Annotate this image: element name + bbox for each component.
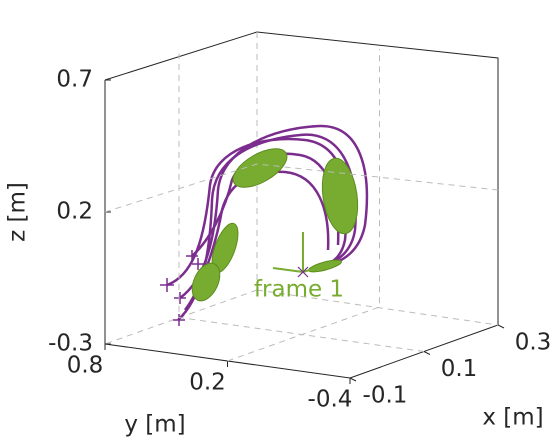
- ellipsoid: [232, 148, 288, 188]
- frame-origin: [297, 266, 309, 278]
- zticks-label: 0.7: [56, 67, 93, 93]
- zticks-label: 0.2: [56, 199, 93, 225]
- xticks-label: 0.3: [515, 330, 552, 356]
- ellipsoid: [321, 157, 359, 235]
- frame-axis: [302, 263, 331, 273]
- z-label: z [m]: [5, 182, 31, 242]
- grid-line: [178, 53, 425, 352]
- yticks-label: 0.2: [189, 370, 226, 396]
- yticks-label: -0.4: [308, 387, 353, 413]
- annotation: frame 1: [254, 277, 344, 303]
- box-edge: [104, 31, 499, 325]
- grid-line: [104, 163, 499, 213]
- zticks-label: -0.3: [48, 331, 93, 357]
- xticks-label: 0.1: [441, 356, 478, 382]
- tick-mark: [497, 324, 505, 329]
- y-label: y [m]: [124, 412, 185, 438]
- start-markers: [160, 250, 204, 326]
- marker: [160, 250, 204, 326]
- trajectory: [179, 124, 369, 300]
- x-label: x [m]: [482, 405, 543, 431]
- frame: [272, 232, 331, 278]
- tick-mark: [423, 351, 431, 355]
- trajectory: [166, 137, 348, 287]
- grid-line: [227, 49, 380, 362]
- axes-box: [104, 31, 499, 379]
- tick-mark: [349, 377, 357, 382]
- xticks-label: -0.1: [363, 383, 408, 409]
- yticks-label: 0.8: [67, 353, 104, 379]
- frame-axis: [272, 267, 304, 273]
- ellipsoid: [191, 262, 221, 302]
